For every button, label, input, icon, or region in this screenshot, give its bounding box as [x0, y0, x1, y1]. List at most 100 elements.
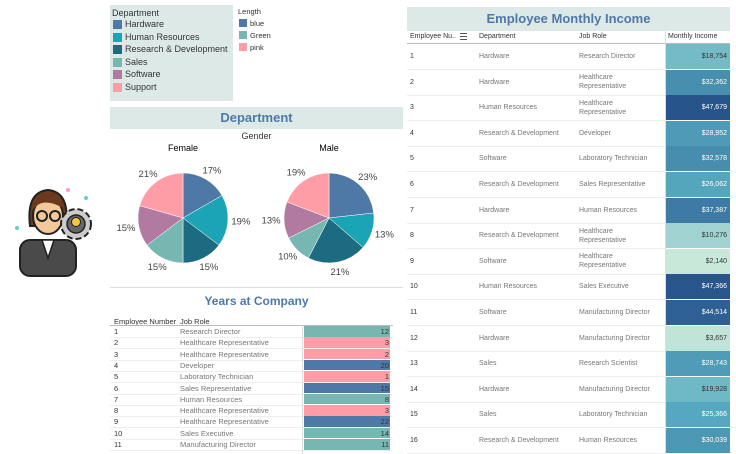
row-line [110, 348, 393, 350]
column-header: Job Role [180, 317, 210, 326]
cell-text: 3 [410, 104, 414, 112]
income-cell [666, 351, 730, 377]
cell-text: 7 [114, 394, 119, 404]
row-line [110, 427, 393, 429]
row-line [407, 69, 665, 70]
year-cell [304, 439, 390, 450]
row-line [407, 427, 665, 429]
cell-text: 5 [114, 372, 119, 382]
income-cell [666, 248, 730, 274]
legend-label: Software [125, 69, 161, 79]
row-line [407, 376, 665, 378]
cell-text: Healthcare Representative [180, 338, 269, 348]
year-value: 15 [380, 383, 389, 393]
row-line [407, 248, 665, 250]
slice-label: 15% [116, 223, 136, 234]
slice-label: 19% [231, 216, 251, 227]
divider [110, 287, 403, 288]
cell-text: 10 [114, 428, 123, 438]
year-value: 8 [384, 394, 389, 404]
year-value: 11 [381, 440, 389, 449]
legend-label: Human Resources [125, 31, 200, 42]
cell-text: Laboratory Technician [180, 372, 254, 382]
income-value: $28,952 [701, 129, 727, 137]
legend-panel [110, 5, 233, 101]
year-value: 3 [384, 406, 389, 416]
cell-text: 2 [114, 338, 119, 348]
cell-text: Laboratory Technician [579, 155, 648, 163]
income-value: $32,578 [701, 155, 727, 163]
cell-text: Hardware [479, 206, 510, 214]
cell-text: 1 [410, 53, 414, 60]
income-cell [666, 197, 730, 223]
income-cell [666, 223, 730, 249]
cell-text: Human Resources [479, 104, 537, 112]
cell-text: Healthcare Representative [579, 74, 627, 91]
cell-text: Sales Representative [180, 383, 252, 393]
row-line [110, 416, 393, 418]
income-value: $25,366 [701, 411, 727, 419]
cell-text: 2 [410, 78, 414, 86]
cell-text: Software [479, 155, 507, 163]
income-cell [666, 402, 730, 428]
cell-text: 5 [410, 155, 414, 163]
slice-label: 21% [330, 267, 350, 278]
pie-slice [139, 172, 184, 219]
column-header: Department [479, 33, 516, 40]
cell-text: Human Resources [579, 206, 637, 214]
year-cell [304, 405, 390, 416]
legend-label: blue [250, 18, 265, 28]
legend-swatch [113, 45, 122, 54]
cell-text: 14 [410, 385, 418, 393]
row-line [407, 222, 665, 224]
legend-label: Hardware [125, 19, 165, 29]
cell-text: Hardware [479, 78, 510, 86]
legend-swatch [113, 57, 122, 67]
row-line [110, 359, 393, 361]
cell-text: 13 [410, 360, 418, 368]
year-value: 20 [380, 360, 389, 370]
row-line [407, 325, 665, 326]
cell-text: Manufacturing Director [579, 334, 650, 342]
slice-label: 15% [199, 262, 219, 273]
legend-label: Green [250, 30, 271, 40]
row-line [407, 299, 665, 301]
avatar-icon [15, 188, 92, 277]
year-cell [304, 371, 390, 382]
section-title: Years at Company [204, 294, 309, 308]
cell-text: Sales Executive [579, 283, 629, 291]
year-value: 3 [384, 338, 389, 348]
cell-text: Developer [180, 360, 215, 370]
legend-label: pink [250, 42, 264, 52]
year-cell [304, 382, 390, 393]
column-header: Employee Number [114, 317, 177, 326]
sort-icon [460, 33, 467, 34]
cell-text: Software [479, 257, 507, 265]
column-header: Monthly Income [668, 33, 718, 40]
pie-slice [286, 172, 330, 219]
legend-swatch [113, 82, 122, 92]
cell-text: Research Director [579, 53, 636, 60]
cell-text: 4 [114, 360, 119, 370]
row-line [407, 197, 665, 198]
year-cell [304, 337, 390, 348]
income-value: $18,754 [701, 53, 727, 60]
year-value: 22 [380, 417, 389, 427]
income-cell [666, 300, 730, 325]
table-border [110, 325, 393, 326]
cell-text: Sales Representative [579, 181, 646, 188]
legend-swatch [113, 20, 122, 29]
cell-text: Human Resources [479, 283, 537, 291]
slice-label: 13% [262, 216, 282, 227]
row-line [110, 438, 393, 440]
cell-text: Manufacturing Director [579, 385, 650, 393]
income-value: $47,366 [701, 283, 727, 291]
income-cell [666, 44, 730, 69]
cell-text: Research & Development [479, 232, 559, 240]
income-value: $30,039 [701, 437, 727, 444]
cell-text: Laboratory Technician [579, 411, 648, 419]
slice-label: 10% [278, 252, 298, 263]
column-header: Job Role [579, 33, 607, 40]
table-border [407, 43, 730, 44]
section-header: Department [110, 107, 403, 129]
